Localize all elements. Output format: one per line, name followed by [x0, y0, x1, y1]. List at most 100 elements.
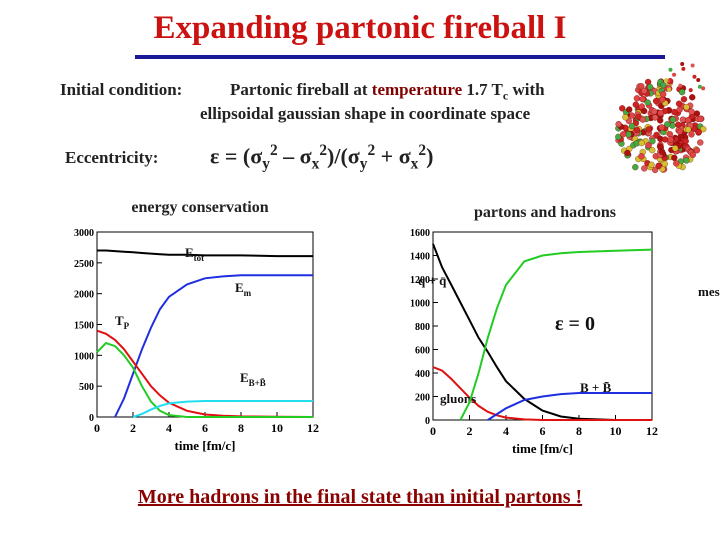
y-tick-label: 1000	[410, 299, 430, 310]
particle	[697, 84, 702, 89]
particle	[669, 116, 677, 123]
particle	[697, 139, 704, 146]
y-tick-label: 200	[415, 393, 430, 404]
y-tick-label: 1000	[74, 351, 94, 362]
particle	[640, 87, 648, 95]
formula-part: )	[426, 143, 434, 169]
formula-part: ε = (σ	[210, 143, 263, 169]
particle	[649, 147, 656, 154]
y-tick-label: 0	[425, 416, 430, 427]
label-text: T	[115, 313, 124, 328]
text: Partonic fireball at	[230, 80, 372, 99]
particle	[653, 131, 660, 139]
particle	[639, 95, 646, 103]
particle	[644, 99, 651, 106]
x-tick-label: 10	[610, 424, 622, 438]
formula-part: + σ	[375, 143, 411, 169]
series-label: q + q̄	[418, 273, 447, 288]
y-tick-label: 500	[79, 382, 94, 393]
particle	[685, 116, 692, 124]
particle	[652, 97, 660, 105]
series-line	[459, 248, 653, 421]
formula-part: 2	[319, 142, 328, 159]
series-line	[114, 274, 313, 418]
series-label: EB+B̄	[240, 370, 266, 388]
x-tick-label: 0	[94, 421, 100, 435]
series-line	[487, 392, 652, 421]
particle	[683, 157, 690, 164]
particle	[649, 138, 656, 145]
x-tick-label: 2	[467, 424, 473, 438]
y-tick-label: 1500	[74, 321, 94, 332]
formula-part: y	[359, 155, 368, 173]
particle	[661, 160, 668, 168]
y-tick-label: 600	[415, 346, 430, 357]
x-axis-label: time [fm/c]	[512, 441, 573, 456]
formula-part: 2	[269, 142, 278, 159]
particle	[676, 128, 684, 135]
particle	[638, 139, 645, 147]
particle	[690, 63, 695, 68]
series-label: mesons	[698, 284, 720, 299]
series-line	[132, 400, 313, 418]
particle	[689, 94, 696, 101]
series-label: TP	[115, 313, 130, 331]
particle	[675, 121, 682, 128]
label-sub: tot	[194, 253, 205, 263]
particle	[646, 83, 654, 91]
particle	[667, 136, 674, 143]
text: temperature	[371, 80, 463, 99]
particle	[664, 121, 671, 128]
x-tick-label: 10	[271, 421, 283, 435]
label-text: gluons	[440, 391, 476, 406]
particle	[689, 151, 697, 158]
particle	[651, 114, 659, 121]
text: c	[502, 88, 509, 103]
particle	[685, 126, 692, 133]
x-tick-label: 4	[503, 424, 509, 438]
y-tick-label: 400	[415, 369, 430, 380]
particle	[622, 114, 629, 121]
annotation: ε = 0	[555, 313, 595, 335]
particle	[680, 62, 685, 67]
particle	[645, 142, 652, 149]
particle	[675, 100, 683, 107]
x-tick-label: 0	[430, 424, 436, 438]
y-tick-label: 1600	[410, 228, 430, 239]
particle	[641, 165, 648, 172]
plot-frame	[96, 231, 314, 418]
particle	[660, 81, 667, 89]
formula: ε = (σy2 – σx2)/(σy2 + σx2)	[210, 142, 433, 174]
label-sub: B+B̄	[249, 378, 266, 388]
particle	[680, 96, 688, 103]
intro-line2: ellipsoidal gaussian shape in coordinate…	[200, 104, 531, 123]
formula-part: x	[410, 155, 419, 173]
particle	[624, 149, 631, 157]
y-tick-label: 0	[89, 413, 94, 424]
label-text: E	[235, 280, 244, 295]
x-tick-label: 2	[130, 421, 136, 435]
x-axis-label: time [fm/c]	[175, 438, 236, 453]
particle	[693, 147, 701, 154]
particle	[651, 108, 658, 115]
particle	[668, 67, 673, 72]
particle	[657, 109, 664, 117]
formula-part: x	[311, 155, 320, 173]
particle	[661, 136, 669, 143]
y-tick-label: 800	[415, 322, 430, 333]
particle	[673, 160, 680, 167]
particle	[700, 125, 707, 133]
particle	[632, 164, 639, 171]
particle	[638, 83, 645, 90]
y-tick-label: 2500	[74, 259, 94, 270]
conclusion: More hadrons in the final state than ini…	[137, 486, 583, 508]
particle	[672, 145, 679, 152]
y-tick-label: 3000	[74, 228, 94, 239]
particle	[638, 153, 645, 160]
x-tick-label: 6	[540, 424, 546, 438]
text: with	[508, 80, 545, 99]
particle	[676, 106, 683, 113]
particle	[679, 116, 687, 123]
particle	[664, 78, 669, 83]
particle	[626, 106, 633, 113]
